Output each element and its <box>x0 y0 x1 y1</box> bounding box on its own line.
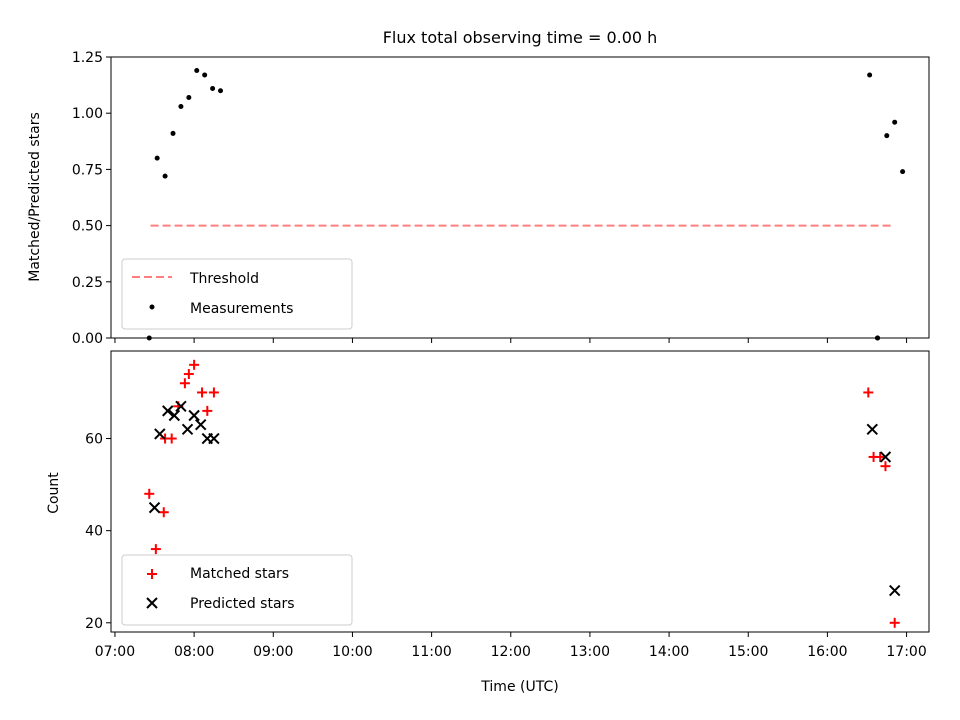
y-tick-label: 20 <box>85 616 103 632</box>
top-y-axis-label: Matched/Predicted stars <box>27 112 43 282</box>
x-tick-label: 16:00 <box>807 644 847 660</box>
top-legend: Threshold Measurements <box>121 258 353 330</box>
bottom-legend-box <box>121 554 353 626</box>
matched-stars-point <box>189 359 200 370</box>
matched-stars-point <box>150 544 161 555</box>
x-axis-label: Time (UTC) <box>480 679 558 695</box>
x-tick-label: 11:00 <box>411 644 451 660</box>
predicted-stars-point <box>888 584 901 597</box>
matched-stars-point <box>208 387 219 398</box>
x-tick-label: 07:00 <box>95 644 135 660</box>
measurement-point <box>170 130 176 136</box>
predicted-stars-point <box>162 405 174 417</box>
predicted-stars-point <box>181 423 194 436</box>
measurement-point <box>867 72 873 78</box>
predicted-stars-point <box>168 409 181 422</box>
measurement-point <box>210 85 216 91</box>
bottom-y-ticks: 20 40 60 <box>85 432 111 632</box>
y-tick-label: 1.00 <box>72 106 103 122</box>
measurement-point <box>892 119 898 125</box>
x-tick-label: 17:00 <box>886 644 926 660</box>
x-tick-label: 12:00 <box>491 644 531 660</box>
measurement-point <box>202 72 208 78</box>
bottom-panel: 20 40 60 07:00 08:00 09:00 10:00 11:00 12:00 13:… <box>46 350 930 695</box>
predicted-stars-point <box>195 418 207 431</box>
matched-stars-point <box>880 461 891 472</box>
bottom-legend: Matched stars Predicted stars <box>121 554 353 626</box>
top-panel: Flux total observing time = 0.00 h 0.000… <box>27 28 930 347</box>
y-tick-label: 40 <box>85 524 103 540</box>
y-tick-label: 0.50 <box>72 219 103 235</box>
measurement-point <box>218 88 224 94</box>
measurement-point <box>194 67 200 73</box>
matched-legend-marker <box>147 569 157 579</box>
threshold-legend-label: Threshold <box>189 271 259 287</box>
measurement-point <box>162 173 168 179</box>
predicted-legend-marker <box>146 597 158 609</box>
measurements-legend-label: Measurements <box>190 301 293 317</box>
measurement-point <box>178 103 184 109</box>
measurements-legend-marker <box>149 304 155 310</box>
matched-stars-point <box>183 369 194 380</box>
top-x-ticks <box>114 338 908 343</box>
bottom-y-axis-label: Count <box>46 472 62 514</box>
x-tick-label: 10:00 <box>332 644 372 660</box>
measurement-point <box>186 94 192 100</box>
matched-stars-point <box>875 451 886 462</box>
x-tick-label: 09:00 <box>253 644 293 660</box>
matched-stars-point <box>197 387 208 398</box>
predicted-stars-point <box>175 400 187 412</box>
top-y-ticks: 0.00 0.25 0.50 0.75 1.00 1.25 <box>72 50 111 347</box>
bottom-series <box>144 359 901 628</box>
matched-stars-point <box>863 387 874 398</box>
y-tick-label: 0.25 <box>72 275 103 291</box>
predicted-stars-point <box>879 451 892 463</box>
x-tick-label: 14:00 <box>649 644 689 660</box>
matched-legend-label: Matched stars <box>190 566 289 582</box>
matched-stars-point <box>179 378 190 389</box>
y-tick-label: 0.75 <box>72 162 103 178</box>
x-tick-label: 13:00 <box>570 644 610 660</box>
bottom-x-ticks: 07:00 08:00 09:00 10:00 11:00 12:00 13:00 14:00… <box>95 632 927 660</box>
matched-stars-point <box>889 617 900 628</box>
predicted-stars-point <box>188 409 200 422</box>
predicted-stars-point <box>154 428 166 440</box>
y-tick-label: 0.00 <box>72 331 103 347</box>
predicted-legend-label: Predicted stars <box>190 596 295 612</box>
bottom-axes-frame <box>110 350 930 633</box>
y-tick-label: 1.25 <box>72 50 103 66</box>
chart-title: Flux total observing time = 0.00 h <box>383 28 658 47</box>
measurement-point <box>154 155 160 161</box>
predicted-stars-point <box>208 432 220 445</box>
top-series <box>146 67 906 341</box>
top-legend-box <box>121 258 353 330</box>
x-tick-label: 15:00 <box>728 644 768 660</box>
predicted-stars-point <box>148 501 161 514</box>
predicted-stars-point <box>866 423 878 436</box>
matched-stars-point <box>144 488 155 499</box>
measurement-point <box>900 169 906 175</box>
y-tick-label: 60 <box>85 432 103 448</box>
matched-stars-point <box>158 507 169 518</box>
measurement-point <box>884 133 890 139</box>
top-axes-frame <box>110 56 930 339</box>
x-tick-label: 08:00 <box>174 644 214 660</box>
matched-stars-point <box>202 405 213 416</box>
